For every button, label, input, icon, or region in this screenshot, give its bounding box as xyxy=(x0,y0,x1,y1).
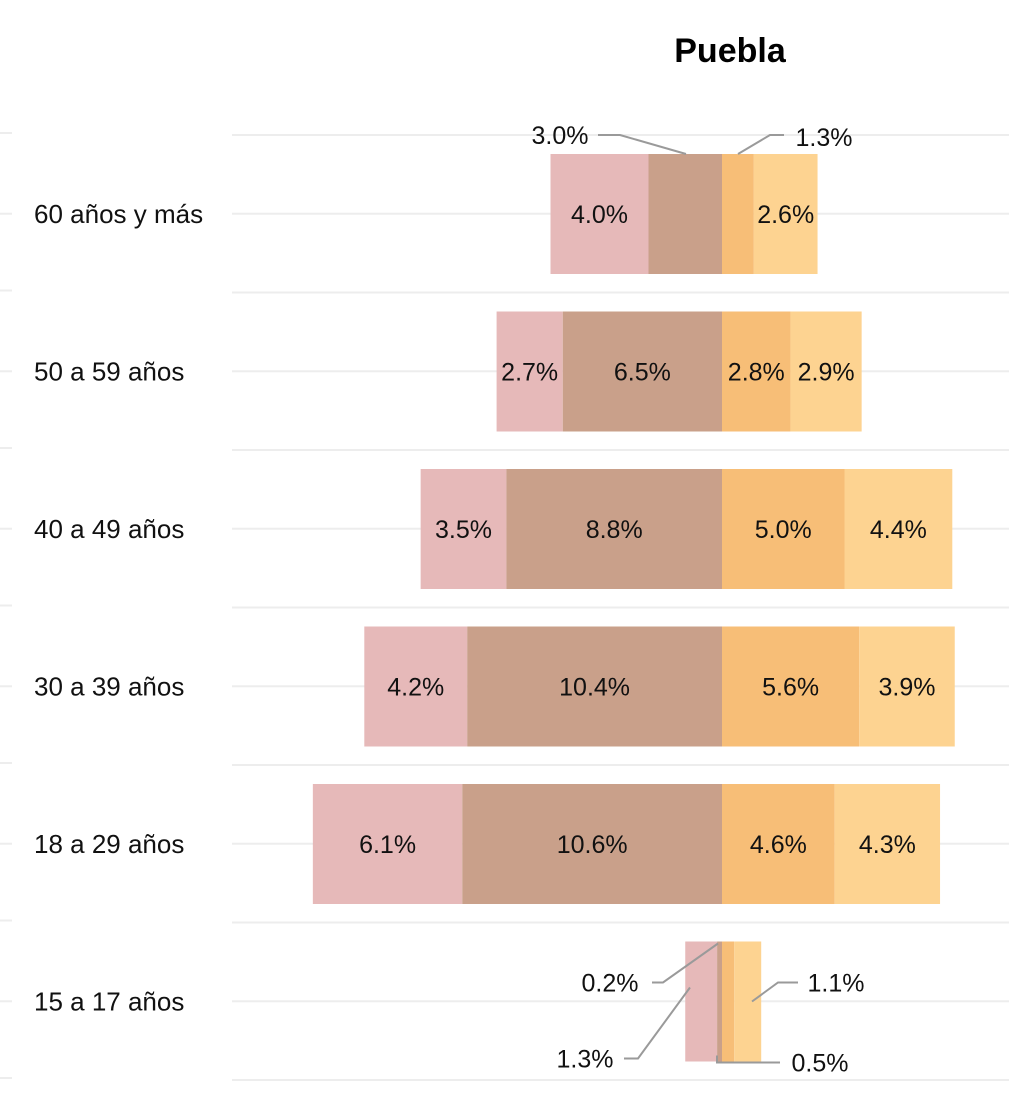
bar-segment xyxy=(312,784,463,904)
bar-segment xyxy=(717,941,722,1062)
data-label: 6.5% xyxy=(614,359,671,387)
data-label: 2.8% xyxy=(728,359,785,387)
data-label: 4.2% xyxy=(387,674,444,702)
data-labels: 4.0% 2.6% 3.0% 1.3% 2.7% 6.5% 2.8% 2.9% 3.5% 8.8%… xyxy=(359,122,935,1078)
bar-segment xyxy=(550,154,649,274)
data-label: 10.6% xyxy=(557,831,628,859)
data-label: 2.9% xyxy=(798,359,855,387)
data-label: 0.5% xyxy=(792,1050,849,1078)
bar-segment xyxy=(562,311,722,432)
data-label: 8.8% xyxy=(586,516,643,544)
bar-segment xyxy=(506,469,722,589)
bar-segment xyxy=(496,311,563,432)
bar-segment xyxy=(790,311,862,432)
bar-segment xyxy=(364,626,468,747)
data-label: 3.0% xyxy=(532,122,589,150)
bar-segment xyxy=(844,469,953,589)
bar-segment xyxy=(734,941,762,1062)
data-label: 5.6% xyxy=(762,674,819,702)
data-label: 4.6% xyxy=(750,831,807,859)
bar-segment xyxy=(722,469,845,589)
bars xyxy=(312,154,955,1062)
bar-segment xyxy=(467,626,722,747)
bar-segment xyxy=(420,469,507,589)
category-label: 50 a 59 años xyxy=(34,357,184,387)
data-label: 1.3% xyxy=(796,124,853,152)
leader-line xyxy=(652,942,719,984)
data-label: 3.9% xyxy=(878,674,935,702)
chart-title: Puebla xyxy=(674,32,787,70)
leader-line xyxy=(624,986,691,1060)
bar-segment xyxy=(722,626,860,747)
data-label: 1.3% xyxy=(557,1046,614,1074)
bar-segment xyxy=(722,941,735,1062)
data-label: 2.6% xyxy=(757,201,814,229)
data-label: 5.0% xyxy=(755,516,812,544)
category-label: 60 años y más xyxy=(34,199,203,229)
data-label: 0.2% xyxy=(582,970,639,998)
bar-segment xyxy=(753,154,818,274)
bar-segment xyxy=(834,784,941,904)
data-label: 2.7% xyxy=(501,359,558,387)
category-label: 40 a 49 años xyxy=(34,514,184,544)
data-label: 10.4% xyxy=(559,674,630,702)
leader-line xyxy=(716,1055,780,1064)
category-labels: 60 años y más 50 a 59 años 40 a 49 años 30 … xyxy=(34,199,203,1017)
category-label: 18 a 29 años xyxy=(34,829,184,859)
bar-segment xyxy=(722,311,791,432)
category-label: 15 a 17 años xyxy=(34,987,184,1017)
data-label: 6.1% xyxy=(359,831,416,859)
bar-segment xyxy=(648,154,722,274)
category-label: 30 a 39 años xyxy=(34,672,184,702)
bar-segment xyxy=(462,784,722,904)
bar-segment xyxy=(685,941,718,1062)
gridlines xyxy=(0,132,1009,1081)
leader-line xyxy=(751,981,798,1003)
bar-segment xyxy=(722,784,835,904)
data-label: 1.1% xyxy=(808,970,865,998)
bar-segment xyxy=(722,154,754,274)
leader-line xyxy=(737,134,784,155)
data-label: 4.4% xyxy=(870,516,927,544)
data-label: 4.0% xyxy=(571,201,628,229)
data-label: 4.3% xyxy=(859,831,916,859)
data-label: 3.5% xyxy=(435,516,492,544)
leader-line xyxy=(598,134,687,155)
bar-segment xyxy=(859,626,955,747)
